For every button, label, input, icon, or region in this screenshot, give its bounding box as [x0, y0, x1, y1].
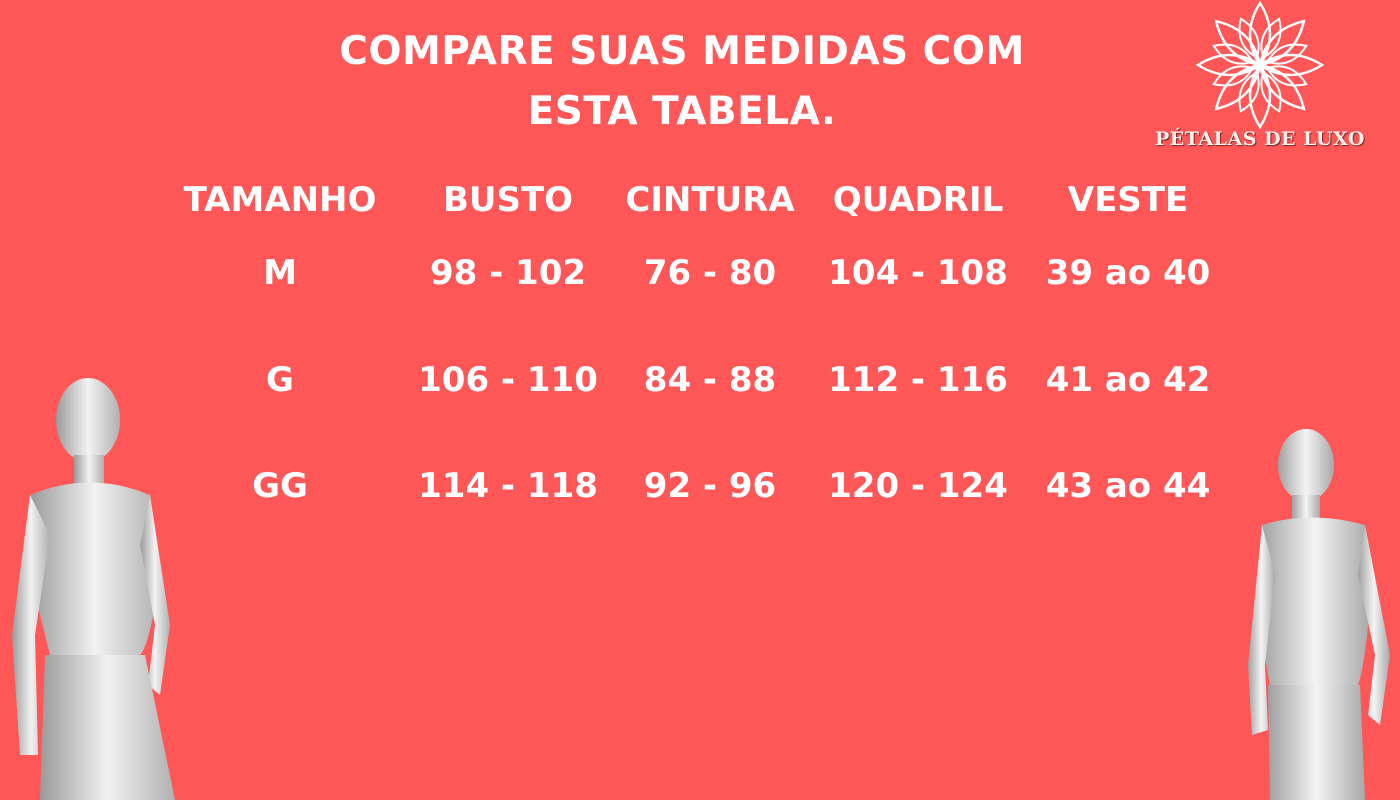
table-cell: 41 ao 42 — [1045, 360, 1211, 400]
table-cell: 84 - 88 — [643, 360, 777, 400]
column-header: TAMANHO — [183, 180, 377, 220]
column-header: BUSTO — [442, 180, 574, 220]
mannequin-left-image — [12, 378, 175, 800]
table-cell: 43 ao 44 — [1045, 466, 1211, 506]
table-cell: 98 - 102 — [429, 253, 587, 293]
column-header: VESTE — [1067, 180, 1189, 220]
table-cell: M — [263, 253, 297, 293]
mannequin-right-image — [1248, 429, 1390, 800]
table-cell: 76 - 80 — [643, 253, 777, 293]
table-cell: 104 - 108 — [828, 253, 1008, 293]
column-header: QUADRIL — [832, 180, 1004, 220]
table-cell: 112 - 116 — [828, 360, 1008, 400]
lotus-flower-icon — [1195, 0, 1325, 130]
page-title-line-1: COMPARE SUAS MEDIDAS COM — [339, 29, 1025, 74]
table-cell: 92 - 96 — [643, 466, 777, 506]
table-cell: GG — [252, 466, 308, 506]
table-cell: 106 - 110 — [418, 360, 598, 400]
table-cell: 120 - 124 — [828, 466, 1008, 506]
page-title-line-2: ESTA TABELA. — [527, 89, 837, 134]
table-cell: G — [266, 360, 294, 400]
column-header: CINTURA — [625, 180, 795, 220]
table-cell: 114 - 118 — [418, 466, 598, 506]
table-cell: 39 ao 40 — [1045, 253, 1211, 293]
brand-name: PÉTALAS DE LUXO — [1155, 128, 1365, 150]
